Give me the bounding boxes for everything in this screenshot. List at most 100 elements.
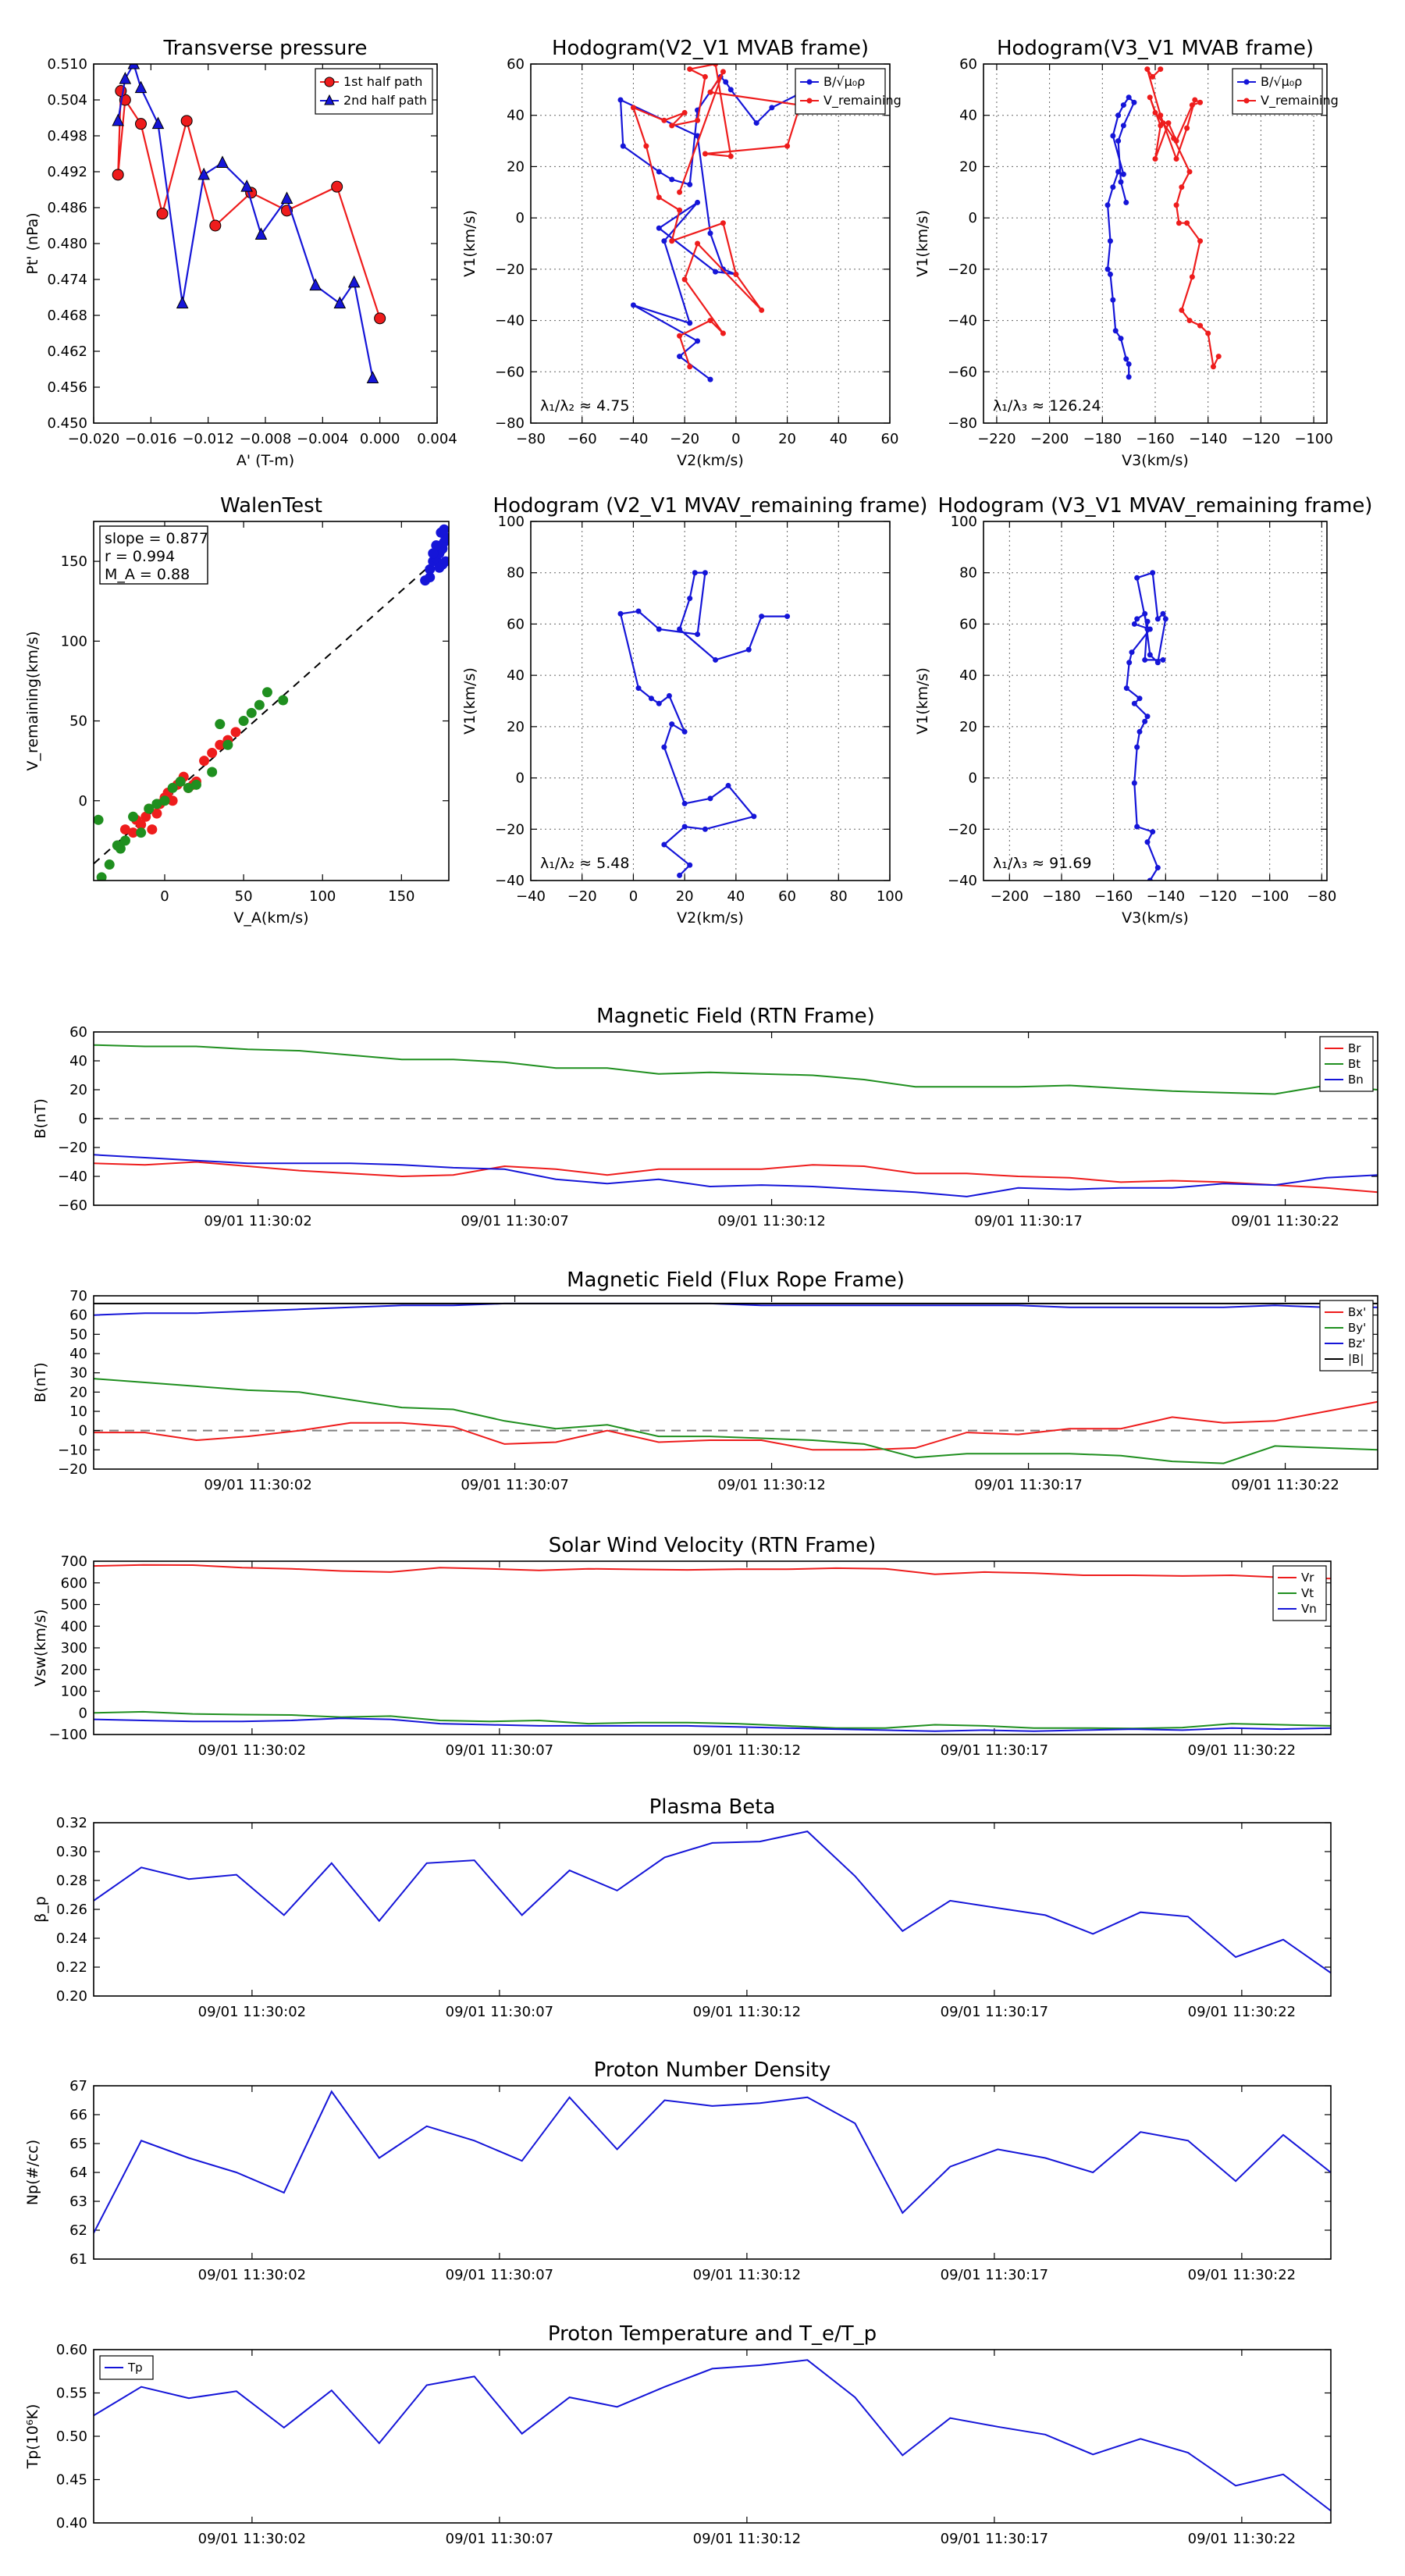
x-tick-label: 09/01 11:30:02: [198, 2004, 306, 2020]
y-tick-label: −20: [948, 821, 977, 838]
y-tick-label: 60: [507, 56, 525, 73]
data-point: [1134, 616, 1140, 622]
x-tick-label: −60: [567, 431, 597, 447]
data-point: [119, 72, 132, 84]
y-tick-label: 30: [69, 1365, 87, 1382]
y-tick-label: 60: [69, 1024, 87, 1041]
data-point: [702, 73, 708, 80]
y-tick-label: 0.50: [56, 2428, 87, 2445]
y-tick-label: −60: [58, 1197, 87, 1214]
data-point: [687, 364, 693, 370]
y-tick-label: 400: [61, 1618, 87, 1635]
legend-label: By': [1348, 1321, 1366, 1335]
data-point: [134, 80, 148, 94]
data-point: [1112, 328, 1119, 334]
chart-title: Plasma Beta: [649, 1795, 776, 1819]
scatter-point: [190, 779, 201, 790]
data-point: [713, 269, 719, 275]
x-tick-label: 09/01 11:30:17: [941, 2267, 1048, 2283]
stats-text: M_A = 0.88: [105, 566, 190, 583]
y-tick-label: 61: [69, 2251, 87, 2268]
legend-label: Bt: [1348, 1057, 1361, 1071]
legend-label: Bx': [1348, 1305, 1366, 1319]
data-point: [677, 189, 683, 195]
data-point: [1154, 616, 1161, 622]
y-tick-label: 0.486: [47, 200, 87, 216]
data-point: [661, 744, 667, 750]
data-point: [695, 240, 701, 247]
y-axis-label: Tp(10⁶K): [24, 2404, 41, 2470]
y-axis-label: B(nT): [32, 1362, 49, 1403]
data-point: [1150, 73, 1156, 80]
y-tick-label: 0.28: [56, 1873, 87, 1889]
data-point: [1150, 829, 1156, 835]
data-point: [112, 113, 124, 126]
scatter-point: [428, 548, 439, 559]
plot-area: [94, 1044, 1378, 1197]
scatter-point: [230, 727, 241, 738]
scatter-point: [246, 707, 257, 718]
plot-frame: [93, 63, 438, 424]
x-tick-label: −40: [618, 431, 648, 447]
x-tick-label: −140: [1147, 888, 1185, 905]
y-tick-label: −100: [49, 1727, 87, 1743]
series-line-0: [94, 2090, 1331, 2234]
scatter-point: [254, 699, 265, 710]
data-point: [677, 626, 683, 632]
data-point: [127, 64, 140, 69]
x-tick-label: −200: [1030, 431, 1069, 447]
data-point: [702, 570, 708, 576]
scatter-point: [167, 795, 178, 806]
data-point: [1179, 184, 1185, 190]
legend: B/√μ₀ρ V_remaining: [795, 68, 902, 115]
data-point: [733, 271, 739, 277]
data-point: [687, 596, 693, 602]
chart-title: Solar Wind Velocity (RTN Frame): [549, 1534, 876, 1557]
data-point: [727, 153, 734, 159]
data-point: [1123, 199, 1129, 205]
y-tick-label: 100: [61, 1684, 87, 1700]
data-point: [1107, 238, 1113, 244]
scatter-point: [151, 808, 162, 819]
plot-frame: [93, 2085, 1332, 2260]
y-tick-label: 0.32: [56, 1815, 87, 1831]
y-tick-label: 300: [61, 1640, 87, 1656]
legend-label: V_remaining: [1261, 93, 1339, 109]
data-point: [661, 238, 667, 244]
y-tick-label: 0.456: [47, 379, 87, 396]
data-point: [1147, 652, 1153, 658]
y-tick-label: 700: [61, 1553, 87, 1570]
y-axis-label: Vsw(km/s): [32, 1609, 49, 1686]
data-point: [661, 117, 667, 123]
data-point: [1104, 266, 1111, 272]
y-tick-label: 50: [69, 1326, 87, 1343]
data-point: [617, 610, 624, 617]
y-tick-label: 50: [69, 713, 87, 730]
y-tick-label: 0.462: [47, 343, 87, 360]
data-point: [759, 614, 765, 620]
data-point: [1176, 220, 1182, 226]
x-tick-label: −80: [516, 431, 546, 447]
y-tick-label: −60: [495, 364, 525, 380]
x-tick-label: −160: [1094, 888, 1133, 905]
x-tick-label: 100: [309, 888, 336, 905]
y-tick-label: 0: [79, 1705, 87, 1721]
y-tick-label: 70: [69, 1288, 87, 1304]
data-point: [707, 795, 713, 802]
scatter-point: [147, 824, 158, 835]
x-tick-label: 09/01 11:30:17: [974, 1477, 1082, 1493]
data-point: [1131, 700, 1137, 706]
x-tick-label: 09/01 11:30:12: [693, 2531, 801, 2547]
y-tick-label: 100: [61, 633, 87, 649]
chart-title: Magnetic Field (RTN Frame): [596, 1005, 875, 1028]
x-tick-label: 09/01 11:30:22: [1188, 2531, 1296, 2547]
data-point: [1158, 66, 1164, 73]
x-tick-label: 09/01 11:30:07: [461, 1477, 568, 1493]
data-point: [374, 312, 386, 325]
y-tick-label: 0.480: [47, 236, 87, 252]
x-tick-label: 09/01 11:30:22: [1231, 1477, 1339, 1493]
legend-marker: [1243, 79, 1250, 85]
data-point: [135, 118, 147, 130]
